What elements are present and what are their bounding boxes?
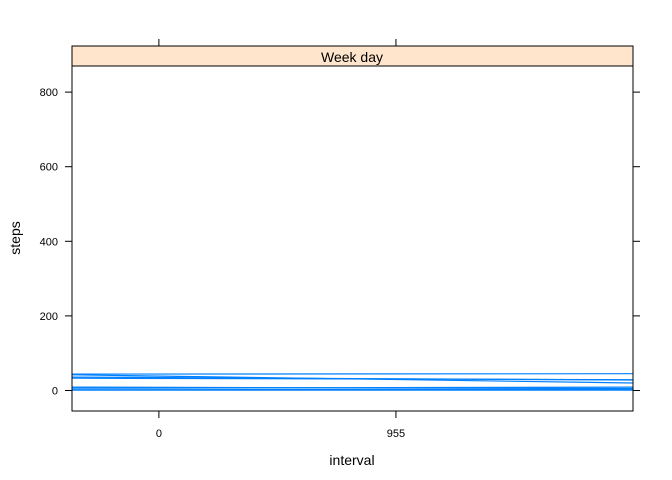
y-axis-title: steps xyxy=(7,221,23,254)
y-tick-label: 400 xyxy=(40,236,58,248)
y-tick-label: 200 xyxy=(40,311,58,323)
series-lines xyxy=(71,373,634,391)
y-tick-label: 0 xyxy=(52,385,58,397)
y-tick-label: 800 xyxy=(40,87,58,99)
x-tick-label: 0 xyxy=(156,428,162,440)
panel-title: Week day xyxy=(321,49,383,65)
x-axis: 0 955 xyxy=(156,39,405,440)
x-tick-label: 955 xyxy=(387,428,405,440)
panel-strip: Week day xyxy=(71,45,634,67)
series-line-6 xyxy=(71,386,634,389)
series-line-4 xyxy=(71,377,634,381)
x-axis-title: interval xyxy=(329,452,374,468)
plot-frame xyxy=(71,65,634,412)
y-tick-label: 600 xyxy=(40,162,58,174)
y-axis: 0 200 400 600 800 xyxy=(40,87,640,397)
